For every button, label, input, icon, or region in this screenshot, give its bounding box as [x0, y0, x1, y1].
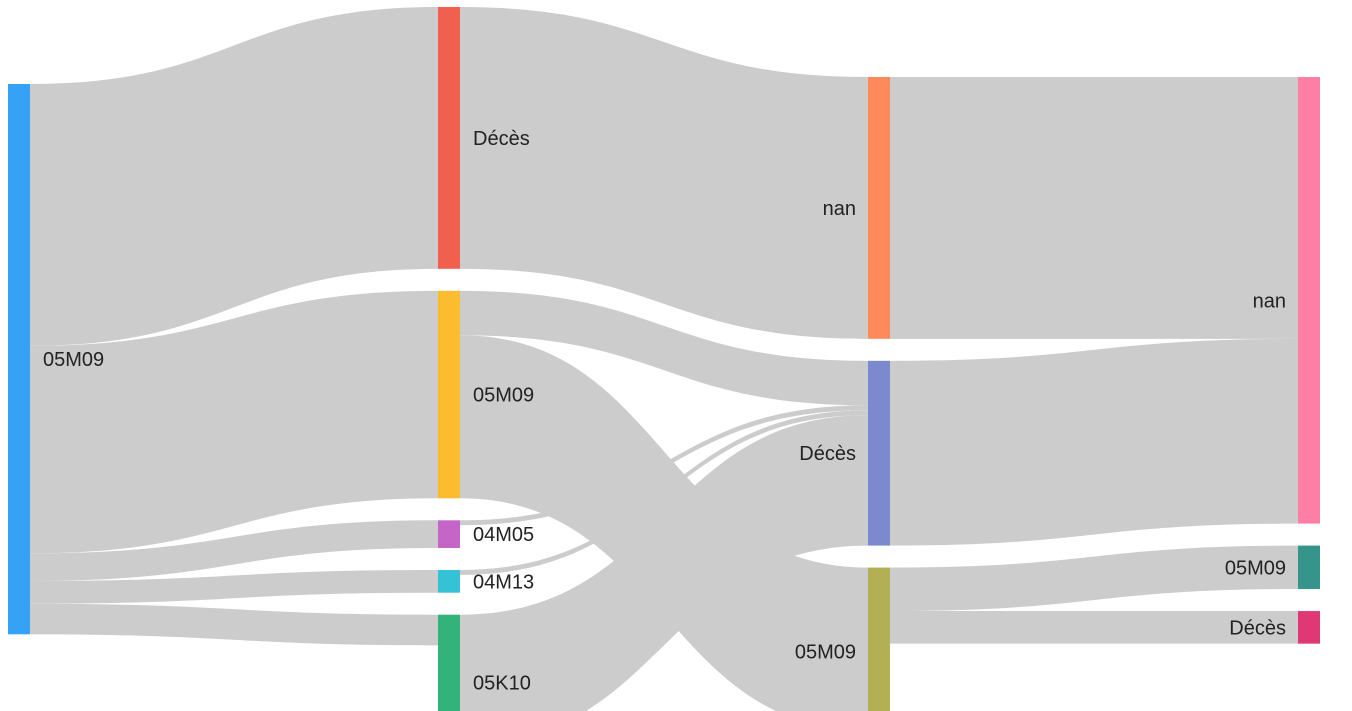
- links-layer: [30, 7, 1298, 711]
- node-s1_05K10[interactable]: [438, 614, 460, 711]
- link-s2_05M09-to-s3_05M09[interactable]: [890, 545, 1298, 612]
- node-s2_05M09[interactable]: [868, 567, 890, 711]
- link-s2_nan-to-s3_nan[interactable]: [890, 77, 1298, 339]
- node-label-s0_05M09: 05M09: [43, 349, 104, 371]
- link-s1_04M13-to-s2_deces[interactable]: [460, 410, 868, 575]
- labels-layer: 05M09 Décès 05M09 04M05 04M13 05K10 nan Décès 05…: [43, 128, 1286, 694]
- node-label-s1_05K10: 05K10: [473, 672, 531, 694]
- node-label-s2_deces: Décès: [799, 443, 856, 465]
- link-s2_deces-to-s3_nan[interactable]: [890, 338, 1298, 546]
- node-s3_deces[interactable]: [1298, 611, 1320, 644]
- node-s1_deces[interactable]: [438, 7, 460, 269]
- link-s1_05K10-to-s2_deces[interactable]: [460, 415, 868, 711]
- node-label-s3_nan: nan: [1253, 290, 1286, 312]
- node-label-s3_deces: Décès: [1229, 617, 1286, 639]
- node-s2_nan[interactable]: [868, 77, 890, 339]
- node-s1_05M09[interactable]: [438, 290, 460, 499]
- node-s3_nan[interactable]: [1298, 77, 1320, 524]
- link-s0_05M09-to-s1_05M09[interactable]: [30, 290, 438, 554]
- link-s1_04M05-to-s2_deces[interactable]: [460, 405, 868, 526]
- nodes-layer: [8, 7, 1320, 711]
- link-s1_deces-to-s2_nan[interactable]: [460, 7, 868, 339]
- node-s0_05M09[interactable]: [8, 84, 30, 635]
- link-s0_05M09-to-s1_05K10[interactable]: [30, 603, 438, 646]
- node-label-s1_05M09: 05M09: [473, 385, 534, 407]
- link-s0_05M09-to-s1_deces[interactable]: [30, 7, 438, 346]
- node-label-s2_05M09: 05M09: [795, 642, 856, 664]
- node-s1_04M13[interactable]: [438, 569, 460, 593]
- node-label-s1_deces: Décès: [473, 128, 530, 150]
- node-label-s1_04M05: 04M05: [473, 524, 534, 546]
- link-s0_05M09-to-s1_04M05[interactable]: [30, 520, 438, 581]
- node-s1_04M05[interactable]: [438, 520, 460, 548]
- node-label-s3_05M09: 05M09: [1225, 557, 1286, 579]
- link-s0_05M09-to-s1_04M13[interactable]: [30, 569, 438, 604]
- node-label-s2_nan: nan: [823, 198, 856, 220]
- link-s1_05M09-to-s2_deces[interactable]: [460, 290, 868, 406]
- link-s2_05M09-to-s3_deces[interactable]: [890, 611, 1298, 644]
- node-label-s1_04M13: 04M13: [473, 571, 534, 593]
- node-s2_deces[interactable]: [868, 360, 890, 546]
- node-s3_05M09[interactable]: [1298, 545, 1320, 590]
